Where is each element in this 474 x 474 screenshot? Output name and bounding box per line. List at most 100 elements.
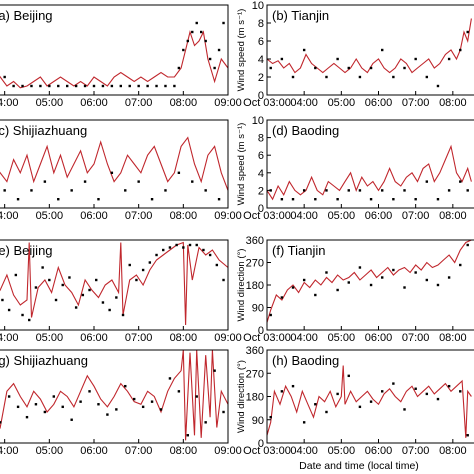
x-tick-label: 06:00 — [365, 97, 393, 109]
obs-point — [403, 408, 406, 411]
obs-point — [57, 198, 60, 201]
obs-point — [436, 84, 440, 88]
obs-point — [57, 84, 60, 88]
obs-point — [291, 198, 295, 201]
obs-point — [414, 271, 417, 274]
obs-point — [325, 75, 328, 79]
obs-point — [200, 30, 203, 34]
x-tick-label: 04:00 — [290, 210, 318, 222]
obs-point — [81, 293, 85, 297]
obs-point — [141, 268, 145, 272]
x-tick-label: 08:00 — [439, 332, 467, 344]
obs-point — [195, 243, 198, 247]
x-tick-label: 06:00 — [80, 332, 108, 344]
y-tick-label: 6 — [258, 36, 264, 48]
y-tick-label: 90 — [252, 415, 264, 427]
obs-point — [414, 387, 417, 390]
panel-title: (f) Tianjin — [272, 243, 325, 258]
obs-point — [97, 403, 100, 406]
obs-point — [155, 84, 158, 88]
obs-point — [97, 198, 100, 201]
obs-point — [92, 84, 96, 88]
y-tick-label: 2 — [258, 72, 264, 84]
obs-point — [3, 75, 6, 79]
x-tick-label: 04:00 — [0, 445, 18, 457]
y-tick-label: 4 — [258, 168, 264, 180]
y-tick-label: 360 — [246, 235, 264, 247]
x-tick-label: 07:00 — [125, 210, 153, 222]
obs-point — [302, 278, 306, 282]
obs-point — [369, 66, 373, 70]
obs-point — [135, 278, 138, 282]
x-tick-label: 05:00 — [328, 332, 356, 344]
obs-point — [269, 66, 272, 70]
obs-point — [115, 296, 118, 299]
panel-2: Oct 03:00 04:00 05:00 06:00 07:00 08:00 0 2 4 6 8 1… — [236, 0, 474, 109]
obs-point — [168, 377, 172, 380]
obs-point — [204, 39, 207, 43]
panel-4: Oct 03:00 04:00 05:00 06:00 07:00 08:00 0 2 4 6 8 1… — [236, 115, 474, 222]
y-tick-label: 0 — [258, 90, 264, 102]
panel-title: (e) Beijing — [0, 243, 53, 258]
obs-point — [7, 308, 11, 312]
obs-point — [28, 318, 31, 322]
model-line — [0, 349, 229, 441]
obs-point — [21, 313, 24, 317]
obs-point — [336, 198, 339, 201]
obs-point — [336, 392, 339, 396]
x-tick-label: 09:00 — [214, 332, 242, 344]
y-tick-label: 0 — [258, 438, 264, 450]
obs-point — [347, 189, 350, 192]
y-tick-label: 180 — [246, 280, 264, 292]
x-tick-label: 08:00 — [170, 210, 198, 222]
obs-point — [447, 57, 451, 61]
x-tick-label: 07:00 — [125, 445, 153, 457]
x-tick-label: 09:00 — [214, 210, 242, 222]
obs-point — [392, 75, 395, 79]
x-tick-label: 07:00 — [402, 332, 430, 344]
y-tick-label: 10 — [252, 0, 264, 12]
obs-point — [110, 171, 114, 174]
obs-point — [358, 266, 362, 269]
x-tick-label: 07:00 — [125, 332, 153, 344]
obs-point — [83, 180, 87, 183]
obs-point — [16, 405, 20, 409]
obs-point — [280, 198, 284, 201]
obs-point — [466, 189, 469, 192]
panel-6: Oct 03:00 04:00 05:00 06:00 07:00 08:00 0 90 180… — [236, 235, 474, 344]
obs-point — [302, 48, 306, 52]
obs-point — [269, 313, 272, 317]
obs-point — [302, 189, 306, 192]
obs-point — [137, 180, 140, 183]
obs-point — [280, 296, 284, 299]
obs-point — [119, 84, 122, 88]
panel-title: (h) Baoding — [272, 353, 339, 368]
obs-point — [43, 410, 47, 414]
obs-point — [124, 189, 127, 192]
x-tick-label: 06:00 — [365, 210, 393, 222]
y-tick-label: 10 — [252, 115, 264, 127]
obs-point — [110, 84, 114, 88]
obs-point — [291, 286, 295, 289]
obs-point — [52, 395, 55, 398]
obs-point — [48, 278, 51, 282]
x-tick-label: 08:00 — [439, 210, 467, 222]
obs-point — [128, 84, 131, 88]
obs-point — [347, 66, 350, 70]
x-axis-label: Date and time (local time) — [299, 460, 419, 472]
x-tick-label: 04:00 — [290, 445, 318, 457]
obs-point — [325, 271, 328, 274]
obs-point — [208, 253, 212, 257]
obs-point — [7, 395, 11, 398]
obs-point — [70, 418, 73, 421]
x-tick-label: 06:00 — [365, 445, 393, 457]
y-tick-label: 8 — [258, 18, 264, 30]
obs-point — [0, 421, 2, 424]
obs-point — [447, 276, 451, 279]
obs-point — [186, 39, 189, 43]
obs-point — [336, 57, 339, 61]
x-tick-label: 05:00 — [328, 445, 356, 457]
obs-point — [175, 243, 178, 247]
obs-point — [1, 298, 4, 302]
obs-point — [213, 66, 216, 70]
